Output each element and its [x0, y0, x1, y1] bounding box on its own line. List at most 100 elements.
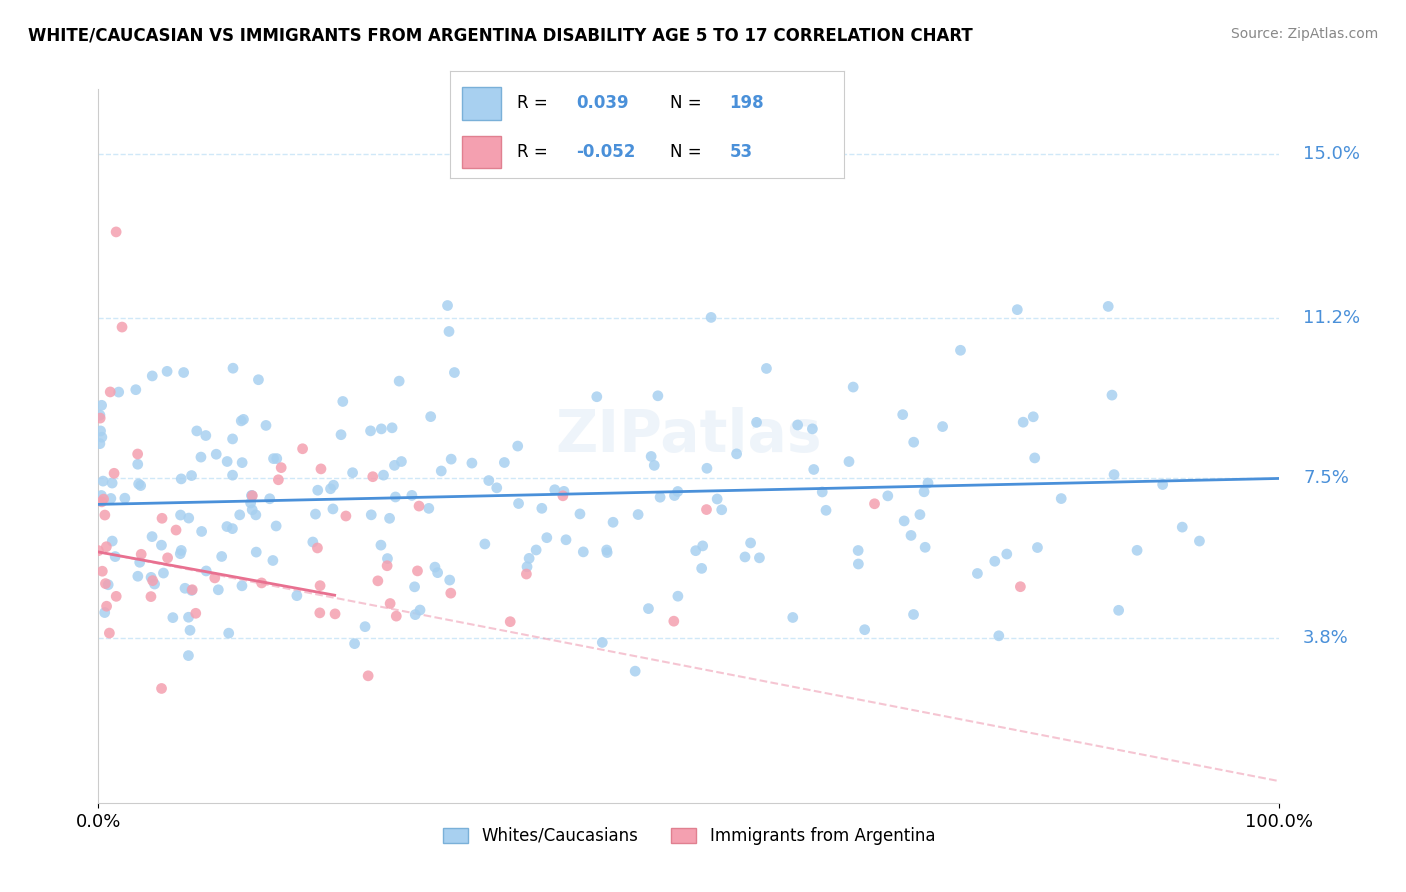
- Point: [239, 496, 262, 510]
- Point: [440, 452, 463, 467]
- Point: [240, 489, 263, 503]
- Point: [995, 547, 1018, 561]
- Point: [640, 450, 662, 464]
- Point: [93, 606, 115, 620]
- Point: [218, 626, 240, 640]
- Text: 53: 53: [730, 143, 752, 161]
- Point: [232, 412, 254, 426]
- Point: [370, 422, 392, 436]
- Point: [89, 436, 111, 450]
- Point: [755, 361, 778, 376]
- Point: [173, 366, 195, 380]
- Point: [551, 489, 574, 503]
- Text: 7.5%: 7.5%: [1303, 469, 1348, 487]
- Point: [266, 451, 288, 466]
- Text: ZIPatlas: ZIPatlas: [555, 407, 823, 464]
- Point: [94, 576, 117, 591]
- Point: [205, 447, 228, 461]
- Point: [141, 368, 163, 383]
- Point: [596, 545, 619, 559]
- Point: [335, 508, 357, 523]
- Point: [181, 582, 204, 597]
- Point: [240, 503, 263, 517]
- Point: [343, 637, 366, 651]
- Point: [1024, 450, 1046, 465]
- Point: [291, 442, 314, 456]
- Point: [801, 422, 824, 436]
- Point: [194, 428, 217, 442]
- Point: [568, 507, 591, 521]
- Point: [666, 484, 689, 499]
- Point: [111, 320, 134, 334]
- Point: [89, 411, 111, 425]
- Point: [1022, 409, 1045, 424]
- Point: [853, 623, 876, 637]
- Point: [90, 488, 112, 502]
- Point: [1102, 467, 1125, 482]
- Point: [177, 511, 200, 525]
- Point: [125, 383, 148, 397]
- Point: [322, 478, 344, 492]
- Text: -0.052: -0.052: [576, 143, 636, 161]
- Point: [270, 460, 292, 475]
- Point: [912, 484, 935, 499]
- Point: [1101, 388, 1123, 402]
- Point: [184, 607, 207, 621]
- Point: [104, 549, 127, 564]
- Point: [97, 578, 120, 592]
- Point: [204, 571, 226, 585]
- Point: [139, 570, 162, 584]
- Point: [190, 524, 212, 539]
- Point: [96, 540, 118, 554]
- Point: [664, 489, 686, 503]
- Point: [94, 508, 117, 522]
- Text: R =: R =: [517, 143, 547, 161]
- Point: [152, 566, 174, 580]
- Point: [180, 468, 202, 483]
- Point: [96, 599, 118, 614]
- Point: [1188, 534, 1211, 549]
- Point: [240, 489, 263, 503]
- Point: [170, 543, 193, 558]
- Point: [101, 476, 124, 491]
- Point: [461, 456, 484, 470]
- Point: [107, 385, 129, 400]
- Point: [93, 492, 115, 507]
- Point: [90, 430, 112, 444]
- Point: [1171, 520, 1194, 534]
- Point: [215, 519, 238, 533]
- Point: [186, 424, 208, 438]
- Point: [342, 466, 364, 480]
- Point: [423, 560, 446, 574]
- Point: [367, 574, 389, 588]
- Point: [404, 607, 426, 622]
- Point: [404, 580, 426, 594]
- Point: [914, 541, 936, 555]
- Point: [643, 458, 665, 473]
- Point: [245, 545, 267, 559]
- Point: [1007, 302, 1029, 317]
- Point: [695, 502, 717, 516]
- Point: [536, 531, 558, 545]
- Point: [846, 543, 869, 558]
- Text: WHITE/CAUCASIAN VS IMMIGRANTS FROM ARGENTINA DISABILITY AGE 5 TO 17 CORRELATION : WHITE/CAUCASIAN VS IMMIGRANTS FROM ARGEN…: [28, 27, 973, 45]
- Point: [307, 541, 329, 555]
- Point: [264, 519, 287, 533]
- Point: [949, 343, 972, 358]
- Point: [259, 491, 281, 506]
- Point: [179, 624, 201, 638]
- Point: [228, 508, 250, 522]
- Point: [378, 511, 401, 525]
- Point: [900, 528, 922, 542]
- Point: [803, 462, 825, 476]
- Point: [478, 474, 501, 488]
- Point: [842, 380, 865, 394]
- Point: [710, 502, 733, 516]
- Point: [987, 629, 1010, 643]
- Point: [156, 550, 179, 565]
- Point: [734, 549, 756, 564]
- Point: [90, 495, 112, 509]
- Point: [418, 501, 440, 516]
- Text: N =: N =: [671, 95, 702, 112]
- Point: [1097, 300, 1119, 314]
